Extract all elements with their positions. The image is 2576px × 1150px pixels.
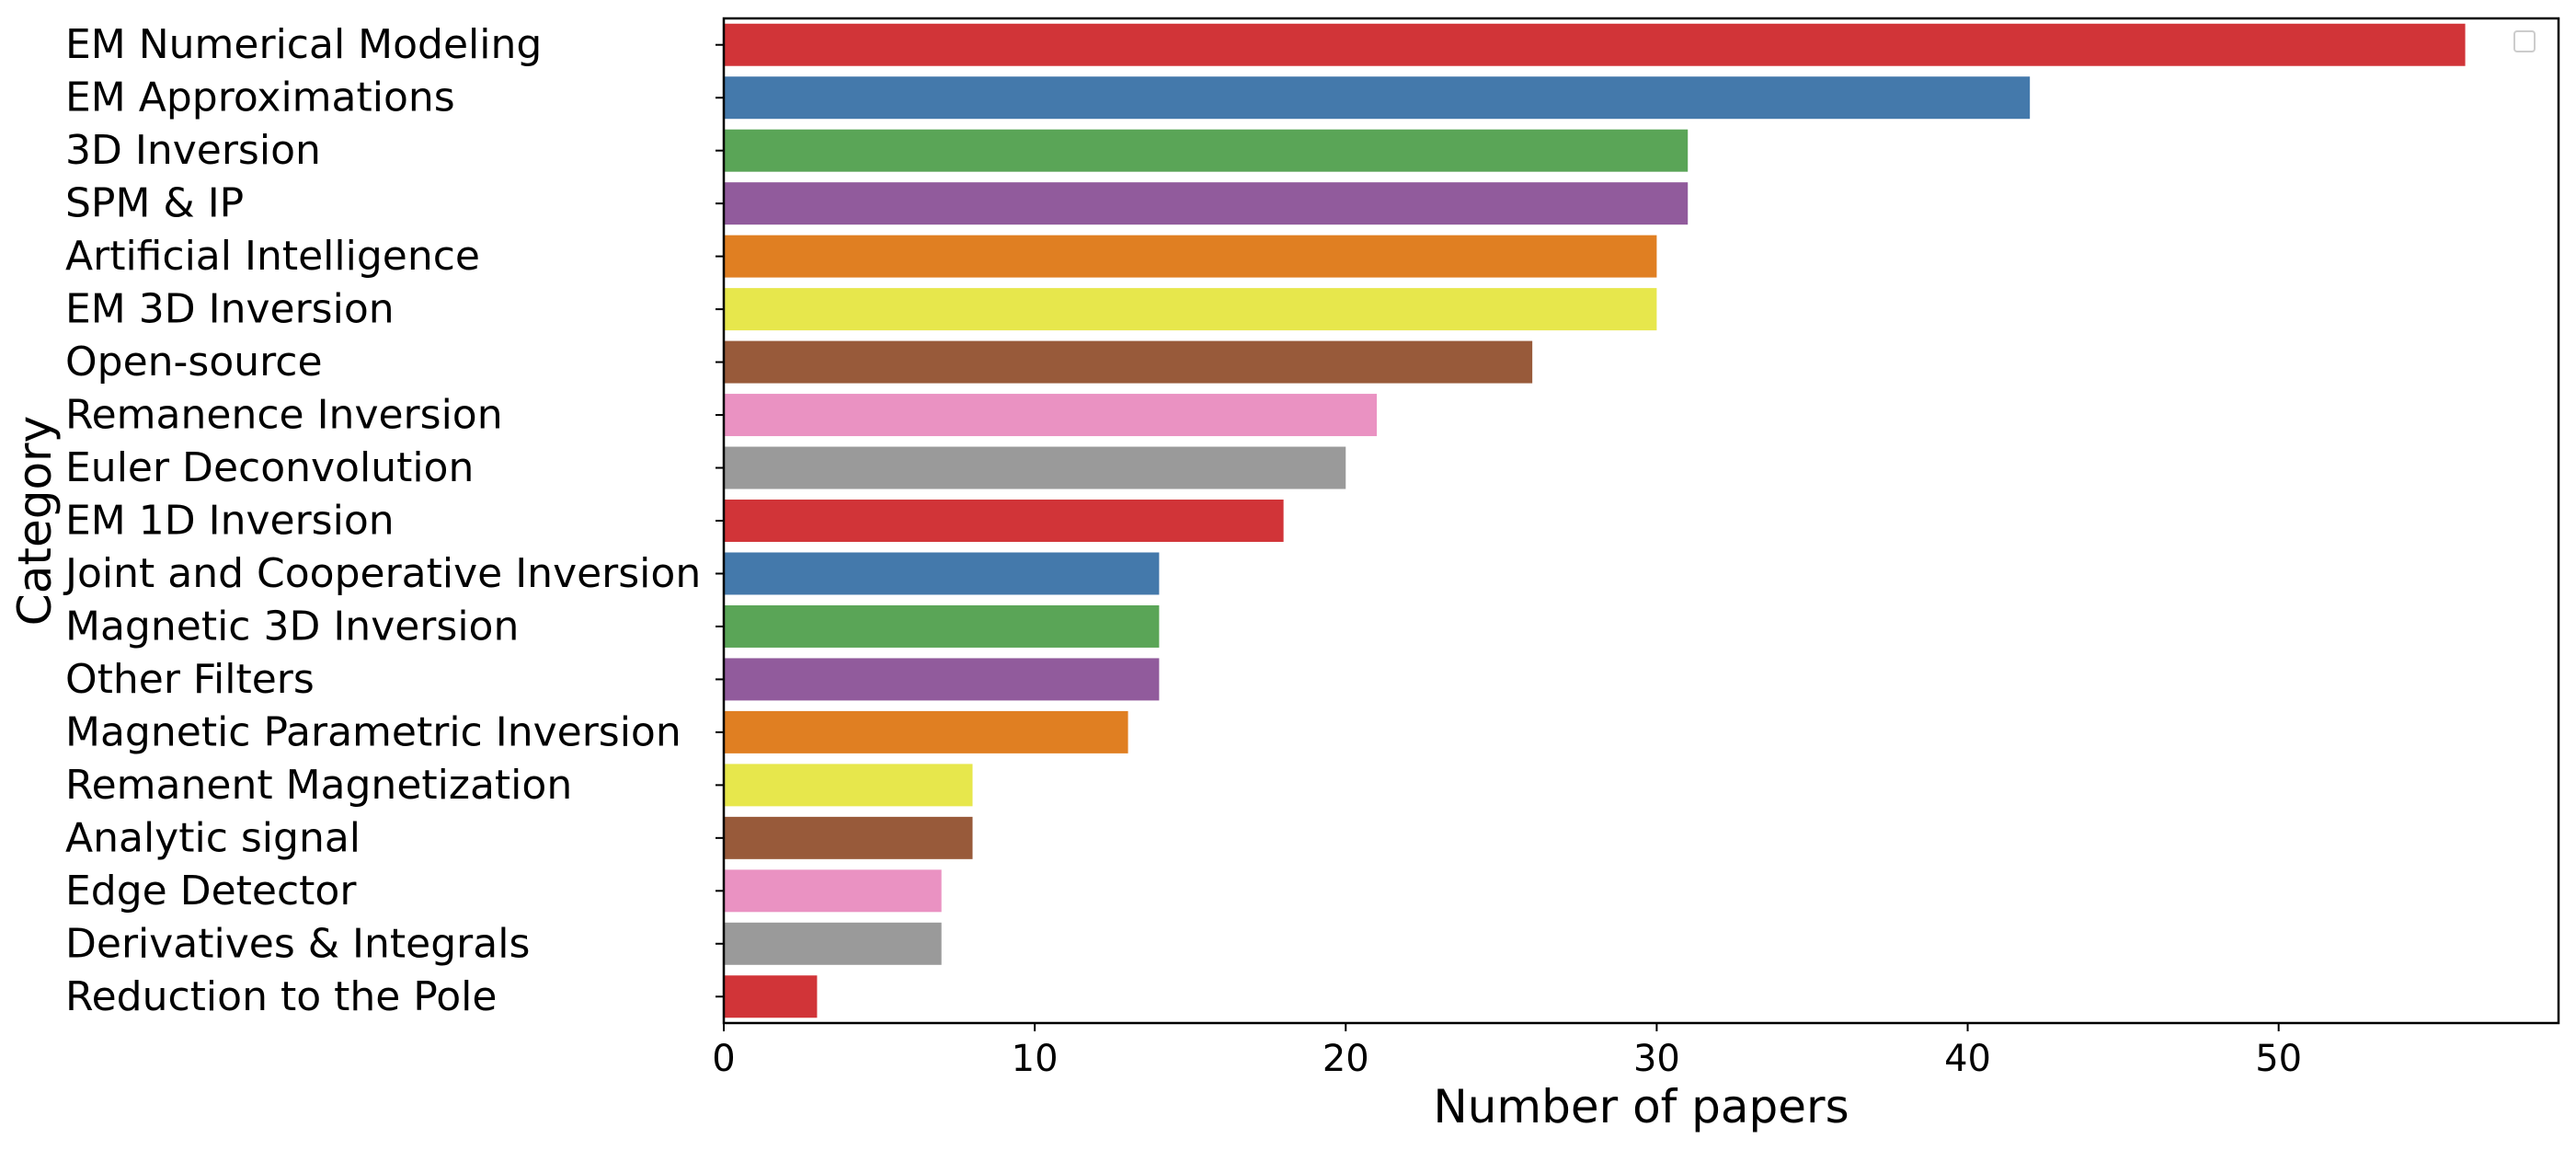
bar-open-source — [724, 340, 1533, 384]
bar-euler-deconvolution — [724, 446, 1346, 489]
y-axis-label: Category — [8, 416, 62, 626]
legend-box — [2513, 30, 2536, 52]
x-axis-label: Number of papers — [1433, 1080, 1849, 1133]
bar-remanence-inversion — [724, 394, 1378, 437]
category-label-euler-deconvolution: Euler Deconvolution — [65, 444, 474, 491]
category-label-magnetic-3d-inversion: Magnetic 3D Inversion — [65, 603, 519, 650]
category-label-analytic-signal: Analytic signal — [65, 814, 361, 861]
category-label-em-approximations: EM Approximations — [65, 75, 455, 121]
category-label-reduction-to-the-pole: Reduction to the Pole — [65, 973, 497, 1020]
x-ticks: 0 10 20 30 40 50 — [712, 1023, 2302, 1080]
category-label-joint-and-cooperative-inversion: Joint and Cooperative Inversion — [63, 550, 701, 597]
bar-em-numerical-modeling — [724, 23, 2466, 66]
category-label-em-1d-inversion: EM 1D Inversion — [65, 498, 395, 545]
bar-3d-inversion — [724, 129, 1689, 172]
bar-magnetic-parametric-inversion — [724, 710, 1128, 753]
bar-em-1d-inversion — [724, 500, 1284, 542]
bar-edge-detector — [724, 869, 942, 913]
category-label-edge-detector: Edge Detector — [65, 868, 357, 914]
category-labels: EM Numerical Modeling EM Approximations 3D… — [63, 21, 724, 1020]
category-label-derivatives-and-integrals: Derivatives & Integrals — [65, 920, 530, 967]
plot-frame — [722, 17, 2560, 1025]
x-tick-label: 30 — [1633, 1038, 1680, 1080]
category-label-remanence-inversion: Remanence Inversion — [65, 392, 503, 439]
bar-joint-and-cooperative-inversion — [724, 552, 1160, 595]
category-label-3d-inversion: 3D Inversion — [65, 127, 321, 174]
category-label-artificial-intelligence: Artificial Intelligence — [65, 233, 480, 280]
category-label-spm-and-ip: SPM & IP — [65, 180, 244, 227]
bar-magnetic-3d-inversion — [724, 604, 1160, 648]
bar-em-approximations — [724, 76, 2031, 120]
x-tick-label: 10 — [1012, 1038, 1059, 1080]
bars-group — [724, 23, 2466, 1018]
x-tick-label: 0 — [712, 1038, 735, 1080]
category-label-em-numerical-modeling: EM Numerical Modeling — [65, 21, 542, 68]
x-tick-label: 20 — [1322, 1038, 1369, 1080]
category-label-other-filters: Other Filters — [65, 656, 315, 703]
bar-derivatives-and-integrals — [724, 922, 942, 965]
x-tick-label: 40 — [1944, 1038, 1991, 1080]
bar-other-filters — [724, 658, 1160, 701]
bar-remanent-magnetization — [724, 764, 973, 807]
x-tick-label: 50 — [2255, 1038, 2302, 1080]
category-label-remanent-magnetization: Remanent Magnetization — [65, 762, 572, 809]
bar-reduction-to-the-pole — [724, 975, 818, 1018]
category-label-em-3d-inversion: EM 3D Inversion — [65, 286, 395, 333]
category-label-open-source: Open-source — [65, 339, 323, 385]
category-label-magnetic-parametric-inversion: Magnetic Parametric Inversion — [65, 708, 681, 755]
bar-spm-and-ip — [724, 182, 1689, 225]
bar-em-3d-inversion — [724, 288, 1657, 331]
bar-analytic-signal — [724, 816, 973, 859]
bar-artificial-intelligence — [724, 235, 1657, 278]
